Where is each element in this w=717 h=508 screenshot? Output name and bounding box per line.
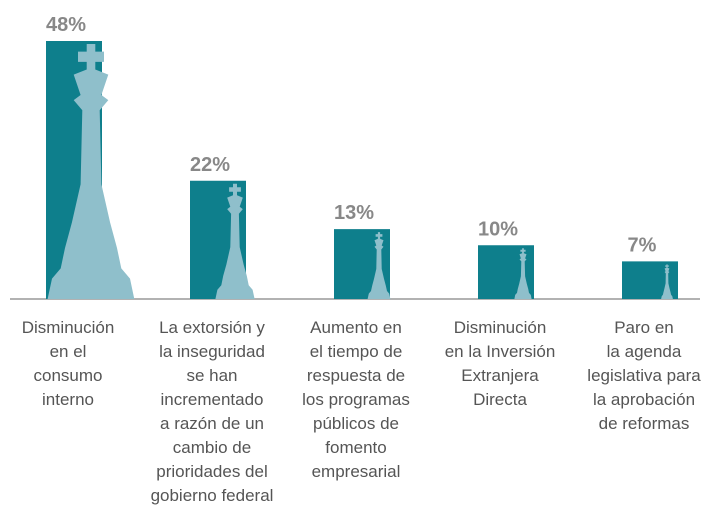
- category-label: La extorsión y la inseguridad se han inc…: [150, 318, 274, 505]
- king-icon: [661, 264, 673, 299]
- chart: 48% 22% 13% 10% 7%: [10, 14, 700, 300]
- category-label: Aumento en el tiempo de respuesta de los…: [302, 318, 410, 481]
- king-icon: [47, 44, 135, 299]
- king-icon: [215, 183, 255, 299]
- value-label: 48%: [46, 14, 86, 36]
- value-label: 10%: [478, 218, 518, 240]
- category-label: Disminución en el consumo interno: [21, 318, 115, 409]
- value-label: 13%: [334, 202, 374, 224]
- category-label: Paro en la agenda legislativa para la ap…: [587, 318, 701, 433]
- king-icon: [514, 248, 532, 299]
- value-label: 7%: [628, 234, 657, 256]
- king-icon: [367, 232, 391, 299]
- value-label: 22%: [190, 154, 230, 176]
- category-label: Disminución en la Inversión Extranjera D…: [444, 318, 556, 409]
